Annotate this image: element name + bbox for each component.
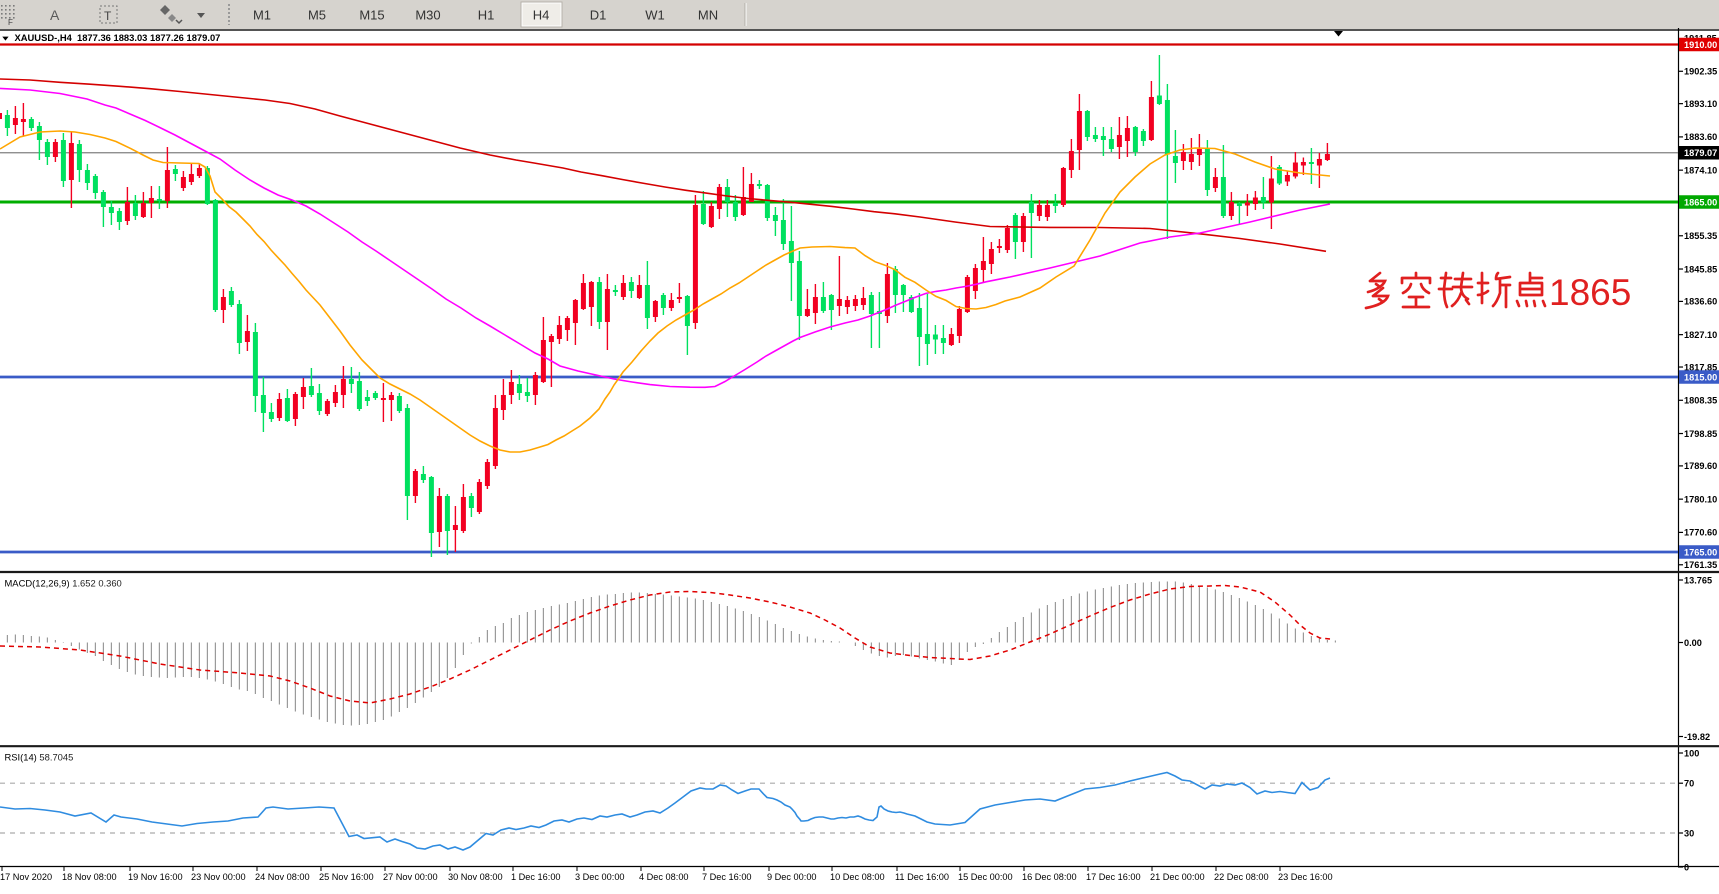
svg-text:25 Nov 16:00: 25 Nov 16:00 bbox=[319, 872, 374, 882]
svg-text:H1: H1 bbox=[478, 8, 495, 23]
svg-text:1765.00: 1765.00 bbox=[1684, 547, 1717, 557]
svg-text:70: 70 bbox=[1684, 779, 1694, 789]
svg-text:MN: MN bbox=[698, 8, 718, 23]
svg-text:16 Dec 08:00: 16 Dec 08:00 bbox=[1022, 872, 1077, 882]
svg-text:1815.00: 1815.00 bbox=[1684, 372, 1717, 382]
svg-text:3 Dec 00:00: 3 Dec 00:00 bbox=[575, 872, 625, 882]
svg-text:A: A bbox=[50, 7, 60, 23]
svg-text:1902.35: 1902.35 bbox=[1684, 67, 1717, 77]
svg-text:1879.07: 1879.07 bbox=[1684, 148, 1717, 158]
svg-text:H4: H4 bbox=[533, 8, 550, 23]
svg-text:13.765: 13.765 bbox=[1684, 575, 1712, 585]
svg-text:F: F bbox=[8, 18, 13, 27]
svg-text:D1: D1 bbox=[590, 8, 607, 23]
svg-text:1780.10: 1780.10 bbox=[1684, 494, 1717, 504]
svg-text:30 Nov 08:00: 30 Nov 08:00 bbox=[448, 872, 503, 882]
svg-text:RSI(14) 58.7045: RSI(14) 58.7045 bbox=[5, 752, 74, 763]
svg-text:1761.35: 1761.35 bbox=[1684, 560, 1717, 570]
svg-text:T: T bbox=[104, 9, 112, 23]
svg-text:1910.00: 1910.00 bbox=[1684, 40, 1717, 50]
svg-text:4 Dec 08:00: 4 Dec 08:00 bbox=[639, 872, 689, 882]
svg-text:15 Dec 00:00: 15 Dec 00:00 bbox=[958, 872, 1013, 882]
svg-text:1 Dec 16:00: 1 Dec 16:00 bbox=[511, 872, 561, 882]
svg-text:17 Nov 2020: 17 Nov 2020 bbox=[0, 872, 52, 882]
svg-text:1874.10: 1874.10 bbox=[1684, 165, 1717, 175]
svg-text:24 Nov 08:00: 24 Nov 08:00 bbox=[255, 872, 310, 882]
svg-text:1827.10: 1827.10 bbox=[1684, 330, 1717, 340]
svg-text:100: 100 bbox=[1684, 748, 1699, 758]
svg-text:19 Nov 16:00: 19 Nov 16:00 bbox=[128, 872, 183, 882]
svg-text:11 Dec 16:00: 11 Dec 16:00 bbox=[895, 872, 949, 882]
svg-text:30: 30 bbox=[1684, 828, 1694, 838]
svg-text:1883.60: 1883.60 bbox=[1684, 132, 1717, 142]
svg-text:27 Nov 00:00: 27 Nov 00:00 bbox=[383, 872, 438, 882]
svg-text:1789.60: 1789.60 bbox=[1684, 461, 1717, 471]
svg-text:MACD(12,26,9) 1.652 0.360: MACD(12,26,9) 1.652 0.360 bbox=[5, 578, 122, 589]
svg-text:9 Dec 00:00: 9 Dec 00:00 bbox=[767, 872, 817, 882]
svg-text:23 Dec 16:00: 23 Dec 16:00 bbox=[1278, 872, 1333, 882]
svg-text:XAUUSD-,H4 1877.36 1883.03 18: XAUUSD-,H4 1877.36 1883.03 1877.26 1879.… bbox=[15, 32, 221, 43]
svg-text:M5: M5 bbox=[308, 8, 326, 23]
svg-text:W1: W1 bbox=[645, 8, 665, 23]
svg-text:1808.35: 1808.35 bbox=[1684, 396, 1717, 406]
svg-text:0: 0 bbox=[1684, 862, 1689, 872]
svg-text:1893.10: 1893.10 bbox=[1684, 99, 1717, 109]
svg-text:M30: M30 bbox=[415, 8, 440, 23]
svg-text:1865: 1865 bbox=[1549, 272, 1631, 313]
svg-text:M15: M15 bbox=[359, 8, 384, 23]
svg-text:10 Dec 08:00: 10 Dec 08:00 bbox=[830, 872, 885, 882]
svg-text:22 Dec 08:00: 22 Dec 08:00 bbox=[1214, 872, 1269, 882]
svg-text:7 Dec 16:00: 7 Dec 16:00 bbox=[702, 872, 752, 882]
svg-text:1845.85: 1845.85 bbox=[1684, 264, 1717, 274]
svg-text:-19.82: -19.82 bbox=[1684, 732, 1710, 742]
svg-text:0.00: 0.00 bbox=[1684, 638, 1702, 648]
svg-text:1855.35: 1855.35 bbox=[1684, 231, 1717, 241]
svg-text:M1: M1 bbox=[253, 8, 271, 23]
svg-text:1798.85: 1798.85 bbox=[1684, 429, 1717, 439]
svg-text:1865.00: 1865.00 bbox=[1684, 197, 1717, 207]
svg-text:21 Dec 00:00: 21 Dec 00:00 bbox=[1150, 872, 1205, 882]
svg-text:1770.60: 1770.60 bbox=[1684, 528, 1717, 538]
svg-text:18 Nov 08:00: 18 Nov 08:00 bbox=[62, 872, 117, 882]
svg-text:1817.85: 1817.85 bbox=[1684, 362, 1717, 372]
svg-text:1836.60: 1836.60 bbox=[1684, 297, 1717, 307]
svg-text:23 Nov 00:00: 23 Nov 00:00 bbox=[191, 872, 246, 882]
svg-text:17 Dec 16:00: 17 Dec 16:00 bbox=[1086, 872, 1141, 882]
